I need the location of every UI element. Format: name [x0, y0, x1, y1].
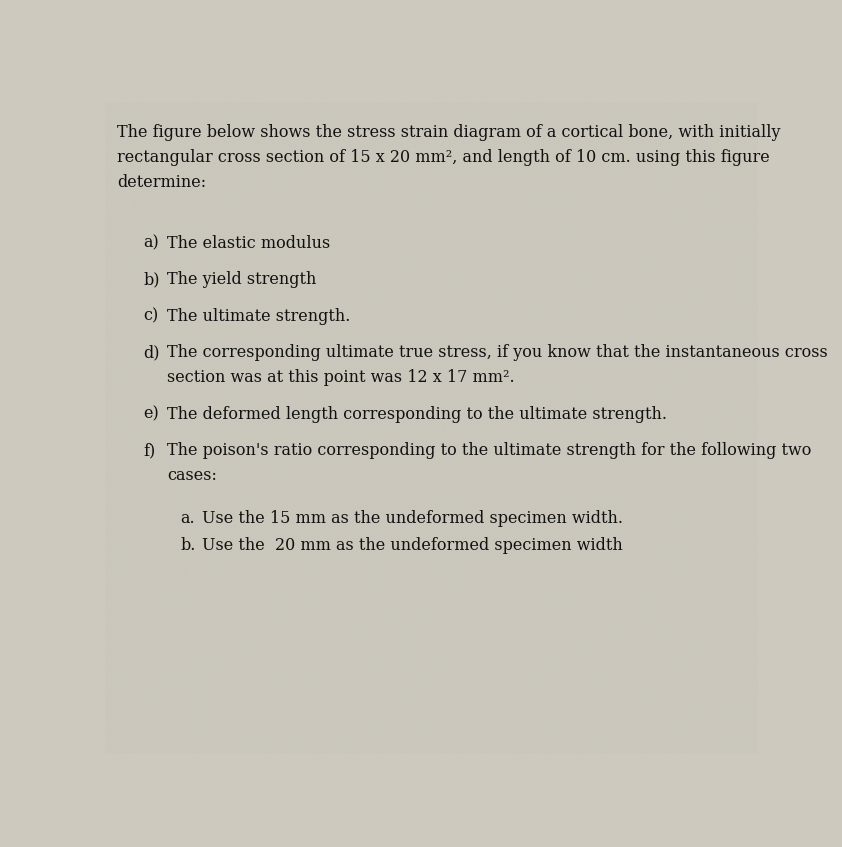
- Text: a.: a.: [180, 510, 195, 527]
- Text: cases:: cases:: [168, 467, 217, 484]
- Text: The corresponding ultimate true stress, if you know that the instantaneous cross: The corresponding ultimate true stress, …: [168, 344, 828, 362]
- Text: determine:: determine:: [117, 174, 206, 191]
- Text: The poison's ratio corresponding to the ultimate strength for the following two: The poison's ratio corresponding to the …: [168, 442, 812, 459]
- Text: The figure below shows the stress strain diagram of a cortical bone, with initia: The figure below shows the stress strain…: [117, 125, 781, 141]
- Text: d): d): [143, 344, 160, 362]
- Text: c): c): [143, 307, 158, 324]
- Text: The deformed length corresponding to the ultimate strength.: The deformed length corresponding to the…: [168, 406, 667, 423]
- Text: section was at this point was 12 x 17 mm².: section was at this point was 12 x 17 mm…: [168, 369, 514, 386]
- Text: Use the 15 mm as the undeformed specimen width.: Use the 15 mm as the undeformed specimen…: [202, 510, 623, 527]
- Text: b.: b.: [180, 537, 195, 554]
- Text: The elastic modulus: The elastic modulus: [168, 235, 331, 252]
- Text: The yield strength: The yield strength: [168, 271, 317, 288]
- Text: a): a): [143, 235, 159, 252]
- Text: rectangular cross section of 15 x 20 mm², and length of 10 cm. using this figure: rectangular cross section of 15 x 20 mm²…: [117, 149, 770, 166]
- Text: Use the  20 mm as the undeformed specimen width: Use the 20 mm as the undeformed specimen…: [202, 537, 622, 554]
- Text: e): e): [143, 406, 159, 423]
- Text: b): b): [143, 271, 160, 288]
- Text: f): f): [143, 442, 155, 459]
- Text: The ultimate strength.: The ultimate strength.: [168, 307, 350, 324]
